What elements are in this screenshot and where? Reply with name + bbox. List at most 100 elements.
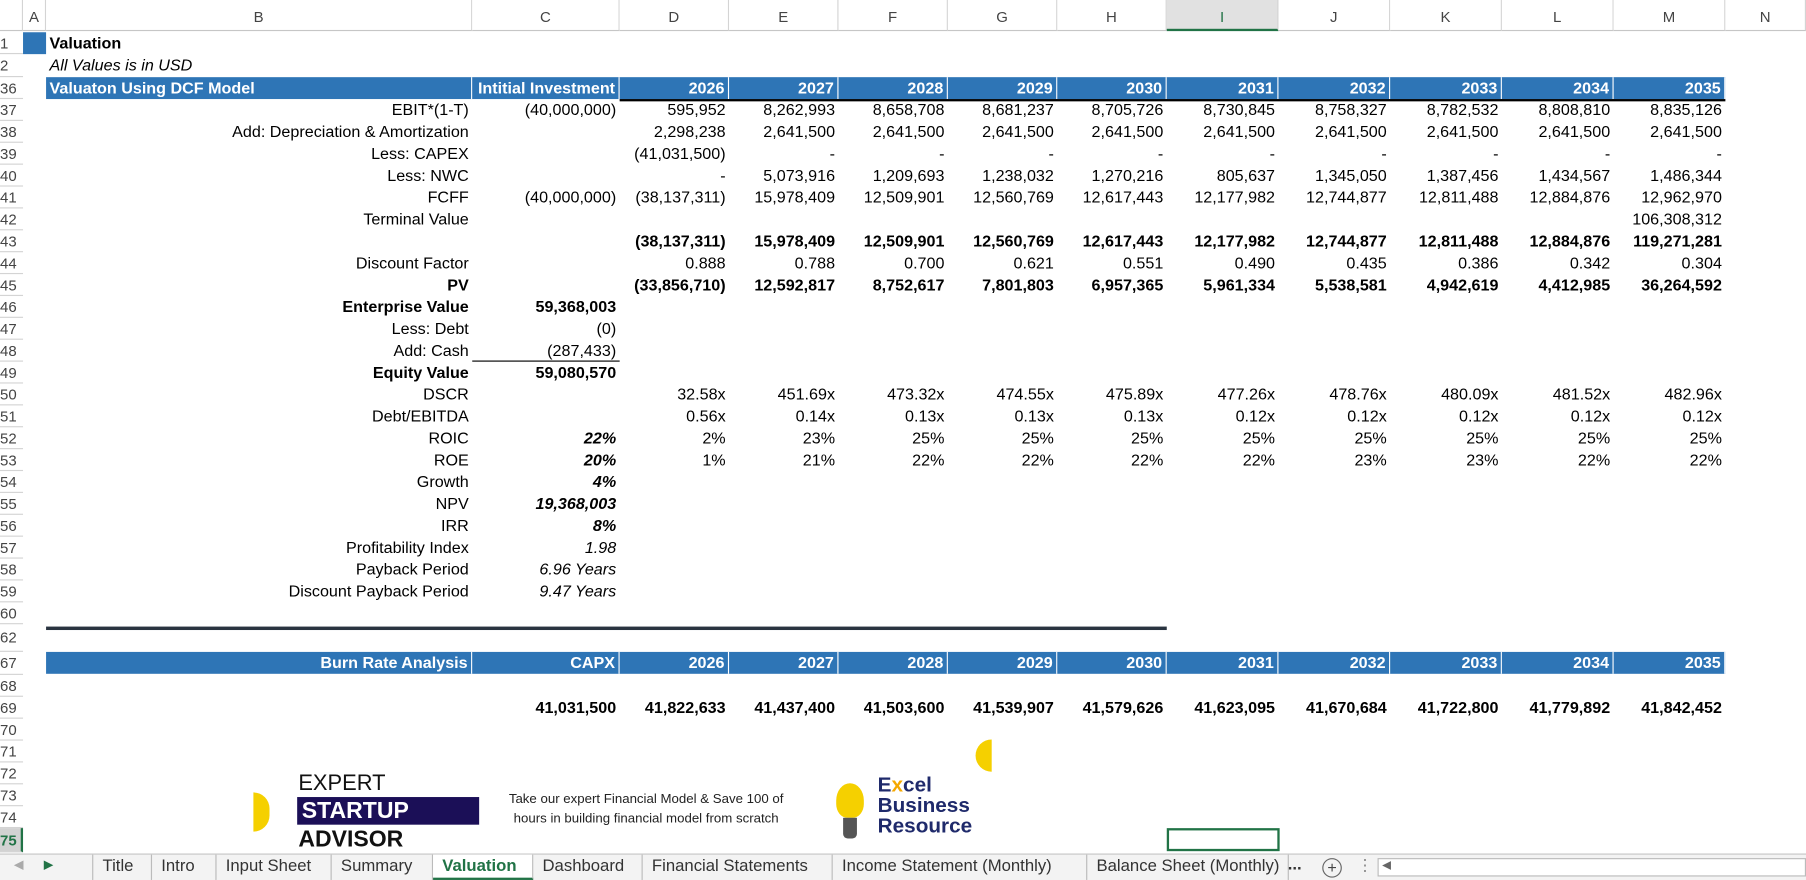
row-header-52[interactable]: 52 [0,427,24,450]
year-value: 0.13x [1123,406,1164,426]
year-value: 7,801,803 [982,275,1054,294]
row-header-51[interactable]: 51 [0,405,24,428]
row-header-62[interactable]: 62 [0,624,24,652]
select-all-corner[interactable] [0,0,24,32]
sheet-tab-intro[interactable]: Intro [152,854,217,880]
row-header-36[interactable]: 36 [0,77,24,100]
excel-business-resource-logo[interactable]: Excel Business Resource [820,769,981,847]
row-header-39[interactable]: 39 [0,143,24,165]
burn-header-year: 2032 [1278,651,1391,674]
row-header-58[interactable]: 58 [0,559,24,581]
row-header-1[interactable]: 1 [0,32,24,55]
column-header-C[interactable]: C [472,0,620,32]
scroll-tabs-left-icon[interactable]: ◀ [13,858,24,872]
dcf-header-year: 2035 [1613,77,1726,100]
row-header-70[interactable]: 70 [0,719,24,741]
column-header-I[interactable]: I [1166,0,1279,32]
sheet-tab-dashboard[interactable]: Dashboard [533,854,643,880]
row-header-48[interactable]: 48 [0,340,24,362]
initial-investment-value: 19,368,003 [535,494,617,513]
column-header-A[interactable]: A [23,0,47,32]
column-header-K[interactable]: K [1390,0,1502,32]
year-value: 36,264,592 [1641,275,1722,294]
sheet-tab-balance-sheet-monthly[interactable]: Balance Sheet (Monthly) [1087,854,1289,880]
row-label: EBIT*(1-T) [391,100,469,119]
sheet-tab-input-sheet[interactable]: Input Sheet [217,854,332,880]
column-header-M[interactable]: M [1613,0,1726,32]
add-sheet-icon[interactable]: + [1322,858,1342,878]
year-value: 478.76x [1329,384,1387,404]
column-header-J[interactable]: J [1278,0,1391,32]
active-cell-selection[interactable] [1166,828,1280,852]
year-value: 482.96x [1664,384,1722,404]
year-value: 0.700 [904,253,945,272]
row-header-47[interactable]: 47 [0,318,24,340]
year-value [839,208,948,230]
column-header-N[interactable]: N [1725,0,1806,32]
horizontal-scrollbar[interactable]: ◀ [1377,858,1806,877]
row-header-2[interactable]: 2 [0,54,24,78]
row-header-67[interactable]: 67 [0,652,24,675]
year-value: 25% [1354,428,1387,447]
row-header-74[interactable]: 74 [0,806,24,829]
row-header-56[interactable]: 56 [0,515,24,537]
row-header-38[interactable]: 38 [0,121,24,143]
sheet-tab-title[interactable]: Title [92,854,153,880]
initial-investment-value: (40,000,000) [524,187,617,207]
row-label: PV [447,275,469,294]
column-header-E[interactable]: E [729,0,839,32]
initial-investment-value: 59,368,003 [535,297,617,316]
row-header-54[interactable]: 54 [0,471,24,493]
year-value: 12,592,817 [754,275,836,294]
year-value: 8,752,617 [872,275,945,294]
row-header-53[interactable]: 53 [0,449,24,472]
year-value: 12,744,877 [1306,187,1387,207]
row-header-45[interactable]: 45 [0,274,24,297]
options-icon[interactable]: ⋮ [1356,856,1374,876]
row-header-72[interactable]: 72 [0,762,24,785]
row-header-55[interactable]: 55 [0,493,24,515]
column-header-H[interactable]: H [1057,0,1167,32]
year-value: 0.12x [1459,406,1499,426]
sheet-tab-income-statement-monthly[interactable]: Income Statement (Monthly) [833,854,1088,880]
more-tabs-indicator[interactable]: ... [1287,855,1302,875]
row-header-46[interactable]: 46 [0,296,24,318]
row-header-59[interactable]: 59 [0,581,24,603]
column-header-B[interactable]: B [46,0,473,32]
sheet-tab-financial-statements[interactable]: Financial Statements [643,854,833,880]
row-header-40[interactable]: 40 [0,165,24,187]
row-header-50[interactable]: 50 [0,384,24,406]
row-header-69[interactable]: 69 [0,697,24,719]
column-header-F[interactable]: F [838,0,948,32]
row-label: DSCR [423,384,469,404]
row-header-42[interactable]: 42 [0,208,24,231]
year-value: 0.551 [1122,253,1164,272]
expert-startup-advisor-logo[interactable]: EXPERT STARTUP ADVISOR [253,772,483,852]
year-value: 474.55x [996,384,1054,404]
year-value: 12,509,901 [863,187,945,207]
year-value: 0.490 [1234,253,1276,272]
column-header-L[interactable]: L [1501,0,1614,32]
row-header-75[interactable]: 75 [0,828,24,853]
row-header-41[interactable]: 41 [0,187,24,209]
row-header-73[interactable]: 73 [0,784,24,807]
sheet-tab-valuation[interactable]: Valuation [433,854,534,880]
row-header-71[interactable]: 71 [0,741,24,763]
row-header-44[interactable]: 44 [0,252,24,275]
column-header-D[interactable]: D [619,0,730,32]
row-header-37[interactable]: 37 [0,99,24,121]
year-value: - [1157,143,1164,163]
year-value: 25% [1242,428,1276,447]
row-header-57[interactable]: 57 [0,537,24,559]
scroll-tabs-right-icon[interactable]: ▶ [43,858,54,872]
row-label: Terminal Value [363,209,469,229]
year-value: 22% [1689,450,1722,469]
row-header-68[interactable]: 68 [0,675,24,697]
column-header-G[interactable]: G [947,0,1058,32]
sheet-tab-summary[interactable]: Summary [332,854,434,880]
initial-investment-value [472,165,619,187]
row-header-43[interactable]: 43 [0,230,24,253]
row-header-49[interactable]: 49 [0,362,24,384]
year-value: 2% [702,428,726,447]
row-header-60[interactable]: 60 [0,602,24,625]
